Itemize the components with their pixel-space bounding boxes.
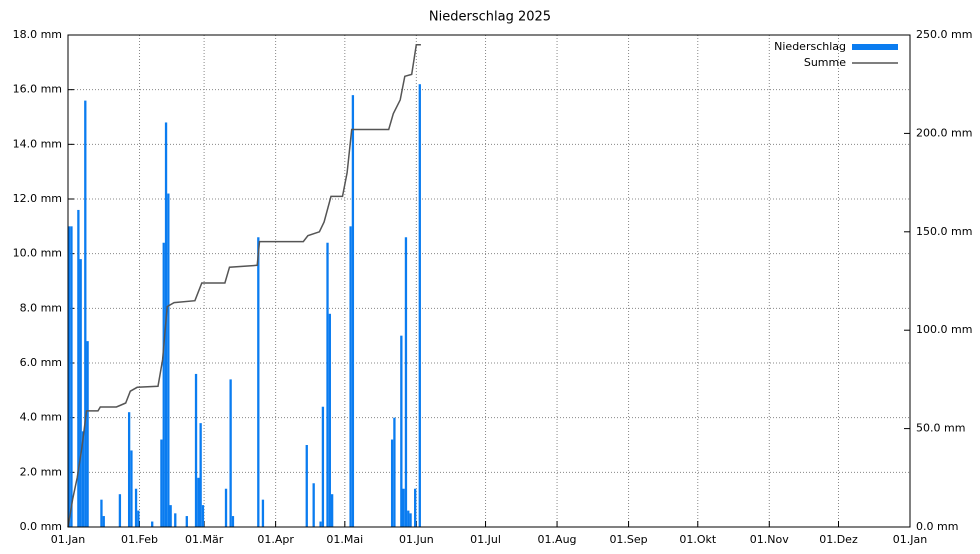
y-tick-label: 18.0 mm: [13, 28, 62, 41]
x-tick-label: 01.Jul: [470, 533, 501, 546]
bar: [167, 193, 170, 528]
bar: [151, 521, 154, 527]
bar: [321, 406, 325, 527]
bar: [390, 439, 394, 527]
bar: [70, 226, 73, 528]
chart-title: Niederschlag 2025: [429, 10, 551, 25]
bar: [86, 341, 89, 527]
bar: [224, 488, 228, 527]
y2-tick-label: 100.0 mm: [916, 323, 972, 336]
bar: [169, 505, 172, 527]
bar: [162, 242, 165, 527]
y-tick-label: 14.0 mm: [13, 137, 62, 150]
bar: [174, 513, 177, 527]
bar: [118, 494, 122, 527]
bar: [409, 513, 412, 527]
bar: [349, 226, 352, 528]
y2-tick-label: 200.0 mm: [916, 126, 972, 139]
y-tick-label: 16.0 mm: [13, 83, 62, 96]
x-tick-label: 01.Aug: [538, 533, 577, 546]
y2-tick-label: 50.0 mm: [916, 422, 965, 435]
bar: [81, 431, 85, 527]
bar: [231, 516, 235, 527]
x-tick-label: 01.Okt: [679, 533, 717, 546]
bar: [134, 488, 138, 527]
bar: [326, 242, 329, 527]
y-tick-label: 12.0 mm: [13, 192, 62, 205]
x-tick-label: 01.Mai: [326, 533, 363, 546]
bar: [229, 379, 232, 527]
bar: [84, 100, 87, 527]
legend-label: Niederschlag: [774, 40, 846, 53]
bar: [257, 237, 260, 527]
bar: [305, 445, 308, 527]
y-tick-label: 8.0 mm: [20, 301, 62, 314]
bar: [400, 335, 403, 527]
bar: [194, 373, 198, 527]
bar: [197, 477, 200, 527]
x-tick-label: 01.Apr: [257, 533, 294, 546]
bar: [100, 499, 103, 527]
legend-swatch: [852, 44, 898, 50]
x-tick-label: 01.Jan: [51, 533, 85, 546]
sum-line: [67, 44, 421, 528]
bar: [330, 494, 334, 527]
x-tick-label: 01.Jun: [399, 533, 434, 546]
bar: [68, 226, 71, 528]
y-tick-label: 10.0 mm: [13, 247, 62, 260]
bar: [414, 488, 417, 527]
bar: [407, 510, 410, 527]
x-tick-label: 01.Nov: [750, 533, 789, 546]
y2-tick-label: 150.0 mm: [916, 225, 972, 238]
x-tick-label: 01.Mär: [185, 533, 224, 546]
x-tick-label: 01.Jan: [893, 533, 927, 546]
bar: [261, 499, 265, 527]
bar: [160, 439, 163, 527]
bar: [312, 483, 315, 527]
y2-tick-label: 250.0 mm: [916, 28, 972, 41]
bar: [402, 488, 405, 527]
bar: [79, 259, 82, 527]
bar: [77, 209, 80, 527]
bar: [102, 516, 105, 527]
y2-tick-label: 0.0 mm: [916, 520, 958, 533]
x-tick-label: 01.Sep: [609, 533, 647, 546]
plot-frame: [67, 34, 911, 528]
bar: [130, 450, 133, 527]
bar: [201, 505, 205, 527]
bar: [319, 521, 322, 527]
bar: [199, 423, 202, 527]
bar: [328, 313, 331, 527]
x-tick-label: 01.Feb: [121, 533, 158, 546]
y-tick-label: 2.0 mm: [20, 465, 62, 478]
legend-label: Summe: [804, 56, 846, 69]
bar: [418, 84, 421, 527]
bar: [404, 237, 408, 527]
bar: [351, 95, 355, 527]
x-tick-label: 01.Dez: [819, 533, 858, 546]
bar: [127, 412, 131, 527]
y-tick-label: 6.0 mm: [20, 356, 62, 369]
bar: [393, 417, 396, 527]
bar: [185, 516, 188, 527]
bar: [137, 510, 140, 527]
y-tick-label: 0.0 mm: [20, 520, 62, 533]
y-tick-label: 4.0 mm: [20, 411, 62, 424]
